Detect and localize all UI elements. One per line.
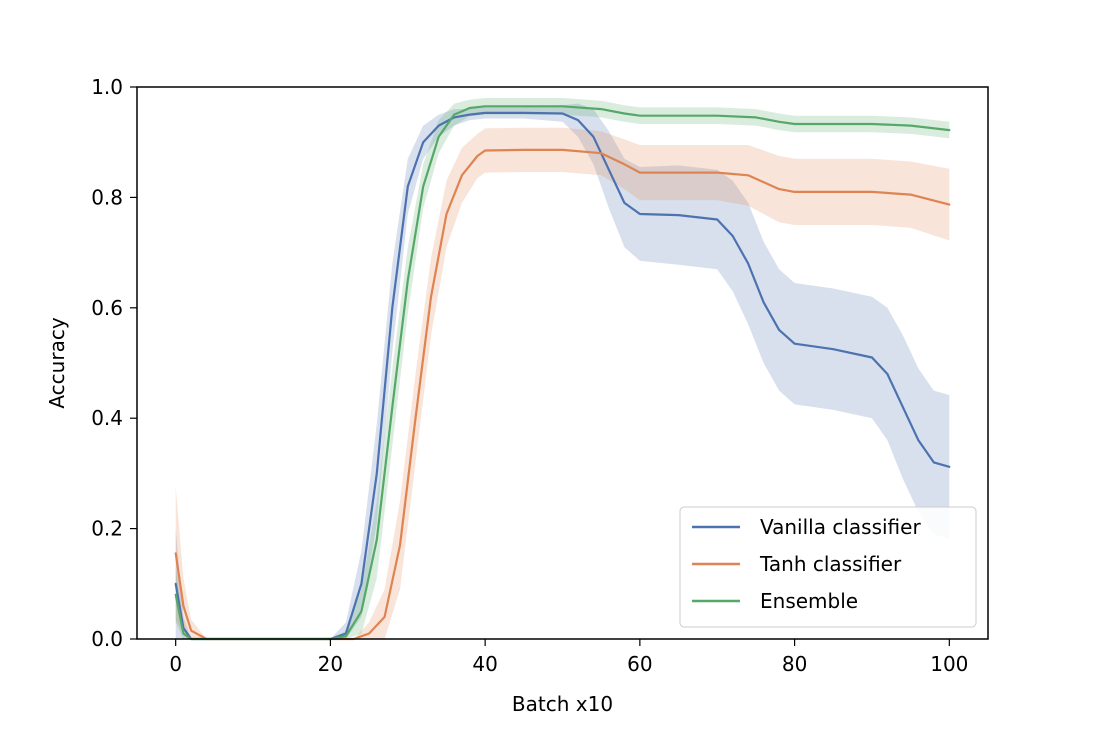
legend-label-tanh-classifier: Tanh classifier	[759, 552, 902, 576]
vanilla-classifier-band	[175, 103, 950, 640]
x-tick-label: 60	[627, 652, 652, 676]
tanh-classifier-band	[175, 127, 950, 640]
vanilla-classifier-line	[174, 111, 951, 641]
legend: Vanilla classifier Tanh classifier Ensembl…	[679, 506, 977, 628]
y-tick-label: 0.6	[91, 296, 123, 320]
y-tick-label: 0.0	[91, 627, 123, 651]
y-tick-label: 0.4	[91, 406, 123, 430]
legend-label-ensemble: Ensemble	[760, 589, 858, 613]
y-axis-ticks: 0.0 0.2 0.4 0.6 0.8 1.0	[91, 75, 137, 651]
x-tick-label: 80	[782, 652, 807, 676]
y-tick-label: 0.8	[91, 185, 123, 209]
y-tick-label: 1.0	[91, 75, 123, 99]
confidence-bands	[175, 98, 950, 640]
x-axis-ticks: 0 20 40 60 80 100	[169, 639, 968, 676]
y-axis-label: Accuracy	[45, 317, 69, 408]
x-tick-label: 40	[472, 652, 497, 676]
legend-box	[679, 506, 977, 628]
x-axis-label: Batch x10	[512, 692, 613, 716]
x-tick-label: 20	[318, 652, 343, 676]
y-tick-label: 0.2	[91, 517, 123, 541]
plot-frame	[136, 86, 989, 640]
legend-label-vanilla-classifier: Vanilla classifier	[760, 515, 921, 539]
x-tick-label: 100	[930, 652, 968, 676]
x-tick-label: 0	[169, 652, 182, 676]
